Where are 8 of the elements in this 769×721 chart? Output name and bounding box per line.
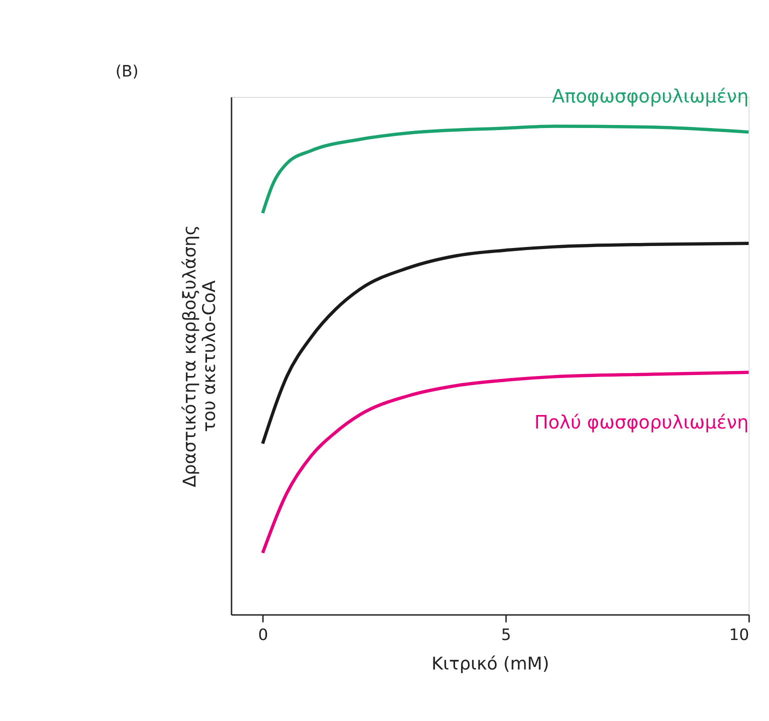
x-tick-label: 10	[729, 624, 750, 644]
series-label: Αποφωσφορυλιωμένη	[552, 86, 749, 108]
x-tick-label: 0	[258, 624, 268, 644]
y-axis-title: Δραστικότητα καρβοξυλάσης του ακετυλο-CoA	[180, 225, 220, 488]
series-label: Πολύ φωσφορυλιωμένη	[534, 412, 749, 434]
x-tick-label: 5	[501, 624, 512, 644]
x-axis-title: Κιτρικό (mM)	[431, 654, 550, 674]
text: (B)	[116, 62, 139, 81]
